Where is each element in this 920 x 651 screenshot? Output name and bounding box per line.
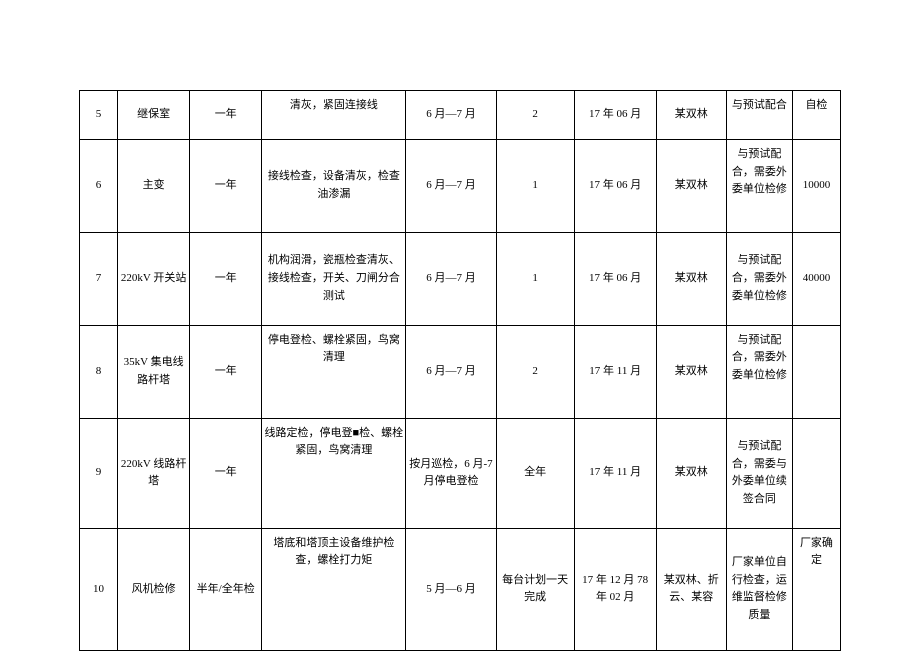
cell-days: 1	[496, 139, 574, 232]
cell-num: 8	[80, 325, 118, 418]
cell-days: 2	[496, 325, 574, 418]
cell-content: 接线检查，设备清灰，检查油渗漏	[262, 139, 406, 232]
cell-period: 6 月—7 月	[406, 232, 496, 325]
cell-note: 与预试配合，需委外委单位检修	[726, 139, 792, 232]
table-row: 6 主变 一年 接线检查，设备清灰，检查油渗漏 6 月—7 月 1 17 年 0…	[80, 139, 841, 232]
cell-content: 机构润滑，瓷瓶检查清灰、接线检查，开关、刀闸分合测试	[262, 232, 406, 325]
cell-cost	[792, 325, 840, 418]
cell-date: 17 年 12 月 78 年 02 月	[574, 528, 656, 650]
cell-note: 与预试配合，需委外委单位检修	[726, 232, 792, 325]
cell-cycle: 一年	[190, 232, 262, 325]
cell-person: 某双林	[656, 418, 726, 528]
table-row: 5 继保室 一年 清灰，紧固连接线 6 月—7 月 2 17 年 06 月 某双…	[80, 91, 841, 140]
cell-note: 厂家单位自行检查，运维监督检修质量	[726, 528, 792, 650]
cell-content: 停电登检、螺栓紧固，鸟窝清理	[262, 325, 406, 418]
cell-note: 与预试配合，需委外委单位检修	[726, 325, 792, 418]
cell-days: 1	[496, 232, 574, 325]
cell-num: 10	[80, 528, 118, 650]
cell-item: 220kV 线路杆塔	[118, 418, 190, 528]
cell-period: 6 月—7 月	[406, 139, 496, 232]
cell-cost: 10000	[792, 139, 840, 232]
cell-date: 17 年 06 月	[574, 91, 656, 140]
cell-content: 线路定检，停电登■检、螺栓紧固，鸟窝清理	[262, 418, 406, 528]
cell-item: 220kV 开关站	[118, 232, 190, 325]
cell-days: 每台计划一天完成	[496, 528, 574, 650]
cell-period: 6 月—7 月	[406, 91, 496, 140]
cell-item: 35kV 集电线路杆塔	[118, 325, 190, 418]
cell-cycle: 一年	[190, 325, 262, 418]
cell-content: 塔底和塔顶主设备维护检查，螺栓打力矩	[262, 528, 406, 650]
cell-person: 某双林	[656, 91, 726, 140]
cell-period: 5 月—6 月	[406, 528, 496, 650]
cell-num: 5	[80, 91, 118, 140]
cell-cycle: 半年/全年检	[190, 528, 262, 650]
cell-period: 按月巡检，6 月-7 月停电登检	[406, 418, 496, 528]
maintenance-table: 5 继保室 一年 清灰，紧固连接线 6 月—7 月 2 17 年 06 月 某双…	[79, 90, 841, 651]
cell-cost: 自检	[792, 91, 840, 140]
table-row: 9 220kV 线路杆塔 一年 线路定检，停电登■检、螺栓紧固，鸟窝清理 按月巡…	[80, 418, 841, 528]
cell-person: 某双林	[656, 325, 726, 418]
cell-person: 某双林	[656, 232, 726, 325]
cell-days: 2	[496, 91, 574, 140]
cell-item: 主变	[118, 139, 190, 232]
cell-item: 风机检修	[118, 528, 190, 650]
cell-cycle: 一年	[190, 418, 262, 528]
cell-cycle: 一年	[190, 139, 262, 232]
table-row: 8 35kV 集电线路杆塔 一年 停电登检、螺栓紧固，鸟窝清理 6 月—7 月 …	[80, 325, 841, 418]
cell-cost: 厂家确定	[792, 528, 840, 650]
cell-date: 17 年 11 月	[574, 325, 656, 418]
table-row: 7 220kV 开关站 一年 机构润滑，瓷瓶检查清灰、接线检查，开关、刀闸分合测…	[80, 232, 841, 325]
table-row: 10 风机检修 半年/全年检 塔底和塔顶主设备维护检查，螺栓打力矩 5 月—6 …	[80, 528, 841, 650]
cell-person: 某双林	[656, 139, 726, 232]
cell-num: 9	[80, 418, 118, 528]
cell-content: 清灰，紧固连接线	[262, 91, 406, 140]
cell-days: 全年	[496, 418, 574, 528]
cell-date: 17 年 06 月	[574, 139, 656, 232]
cell-num: 6	[80, 139, 118, 232]
cell-note: 与预试配合，需委与外委单位续签合同	[726, 418, 792, 528]
cell-note: 与预试配合	[726, 91, 792, 140]
cell-person: 某双林、折云、某容	[656, 528, 726, 650]
cell-num: 7	[80, 232, 118, 325]
cell-cost	[792, 418, 840, 528]
cell-date: 17 年 06 月	[574, 232, 656, 325]
cell-cycle: 一年	[190, 91, 262, 140]
cell-period: 6 月—7 月	[406, 325, 496, 418]
cell-item: 继保室	[118, 91, 190, 140]
cell-cost: 40000	[792, 232, 840, 325]
cell-date: 17 年 11 月	[574, 418, 656, 528]
